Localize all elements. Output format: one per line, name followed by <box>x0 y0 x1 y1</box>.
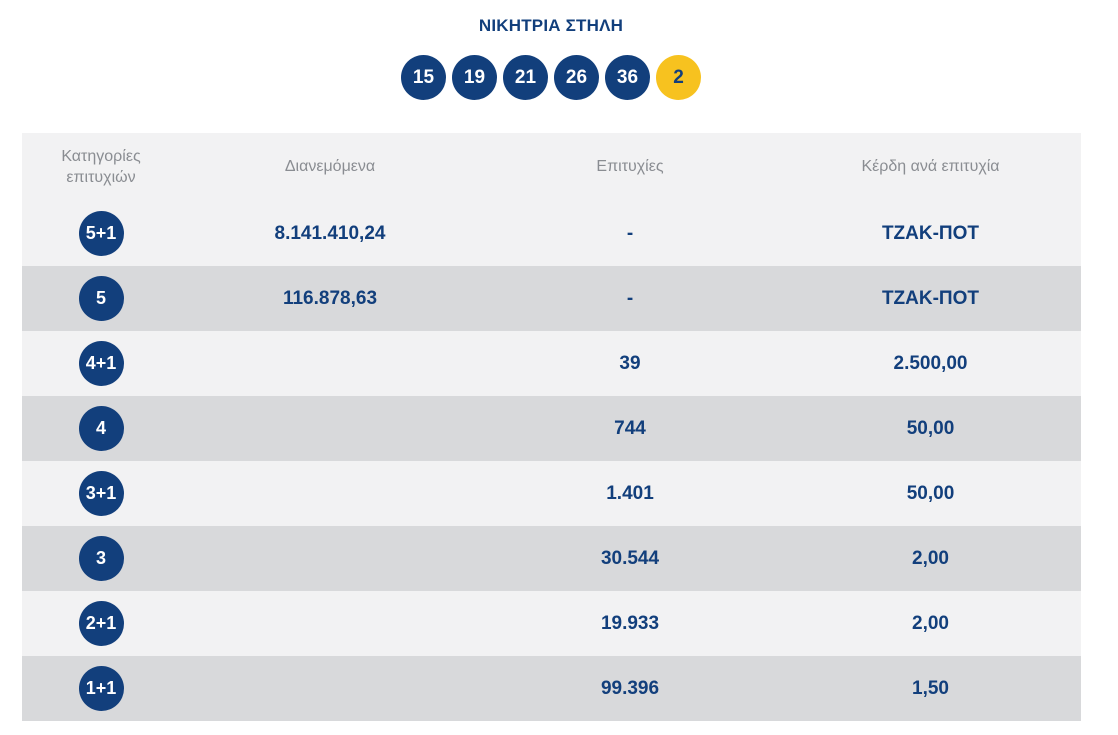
header-category: Κατηγορίες επιτυχιών <box>22 146 180 188</box>
table-row: 3+1 1.401 50,00 <box>22 461 1081 526</box>
category-cell: 1+1 <box>22 666 180 711</box>
prize-cell: 50,00 <box>906 417 955 439</box>
prize-cell: 2,00 <box>912 612 949 634</box>
prize-cell: 2.500,00 <box>893 352 968 374</box>
winners-cell: 30.544 <box>600 547 660 569</box>
header-distributed: Διανεμόμενα <box>284 158 376 175</box>
winners-cell: 1.401 <box>606 482 654 504</box>
category-cell: 4+1 <box>22 341 180 386</box>
winners-cell: - <box>626 287 634 309</box>
winning-number-ball: 26 <box>554 55 599 100</box>
header-prize: Κέρδη ανά επιτυχία <box>861 158 1000 175</box>
prize-cell: ΤΖΑΚ-ΠΟΤ <box>881 287 980 309</box>
joker-number-ball: 2 <box>656 55 701 100</box>
distributed-cell: 116.878,63 <box>282 287 378 309</box>
prize-cell: 2,00 <box>912 547 949 569</box>
table-row: 4+1 39 2.500,00 <box>22 331 1081 396</box>
category-cell: 3+1 <box>22 471 180 516</box>
table-row: 2+1 19.933 2,00 <box>22 591 1081 656</box>
header-winners: Επιτυχίες <box>596 158 664 175</box>
category-badge: 5 <box>78 276 124 321</box>
table-row: 1+1 99.396 1,50 <box>22 656 1081 721</box>
category-badge: 4+1 <box>78 341 124 386</box>
winning-number-ball: 36 <box>605 55 650 100</box>
category-badge: 1+1 <box>78 666 124 711</box>
header-category-line1: Κατηγορίες <box>61 148 141 165</box>
winning-column-title: ΝΙΚΗΤΡΙΑ ΣΤΗΛΗ <box>478 16 624 35</box>
table-header: Κατηγορίες επιτυχιών Διανεμόμενα Επιτυχί… <box>22 133 1081 201</box>
winning-number-ball: 15 <box>401 55 446 100</box>
category-badge: 2+1 <box>78 601 124 646</box>
prize-cell: 1,50 <box>912 677 949 699</box>
table-row: 4 744 50,00 <box>22 396 1081 461</box>
category-badge: 3 <box>78 536 124 581</box>
category-cell: 5+1 <box>22 211 180 256</box>
winning-number-ball: 21 <box>503 55 548 100</box>
category-badge: 3+1 <box>78 471 124 516</box>
winners-cell: 39 <box>619 352 641 374</box>
category-cell: 3 <box>22 536 180 581</box>
category-cell: 4 <box>22 406 180 451</box>
distributed-cell: 8.141.410,24 <box>274 222 386 244</box>
winners-cell: 99.396 <box>600 677 660 699</box>
table-body: 5+1 8.141.410,24 - ΤΖΑΚ-ΠΟΤ 5 116.878,63 - ΤΖΑΚ… <box>22 201 1081 721</box>
winning-numbers: 15 19 21 26 36 2 <box>0 55 1102 100</box>
table-row: 5+1 8.141.410,24 - ΤΖΑΚ-ΠΟΤ <box>22 201 1081 266</box>
table-row: 3 30.544 2,00 <box>22 526 1081 591</box>
winning-number-ball: 19 <box>452 55 497 100</box>
prize-cell: 50,00 <box>906 482 955 504</box>
winners-cell: - <box>626 222 634 244</box>
table-row: 5 116.878,63 - ΤΖΑΚ-ΠΟΤ <box>22 266 1081 331</box>
category-badge: 5+1 <box>78 211 124 256</box>
winners-cell: 744 <box>614 417 646 439</box>
prize-cell: ΤΖΑΚ-ΠΟΤ <box>881 222 980 244</box>
header-category-line2: επιτυχιών <box>66 169 136 186</box>
category-cell: 2+1 <box>22 601 180 646</box>
winners-cell: 19.933 <box>600 612 660 634</box>
category-cell: 5 <box>22 276 180 321</box>
category-badge: 4 <box>78 406 124 451</box>
prize-table: Κατηγορίες επιτυχιών Διανεμόμενα Επιτυχί… <box>22 133 1081 721</box>
